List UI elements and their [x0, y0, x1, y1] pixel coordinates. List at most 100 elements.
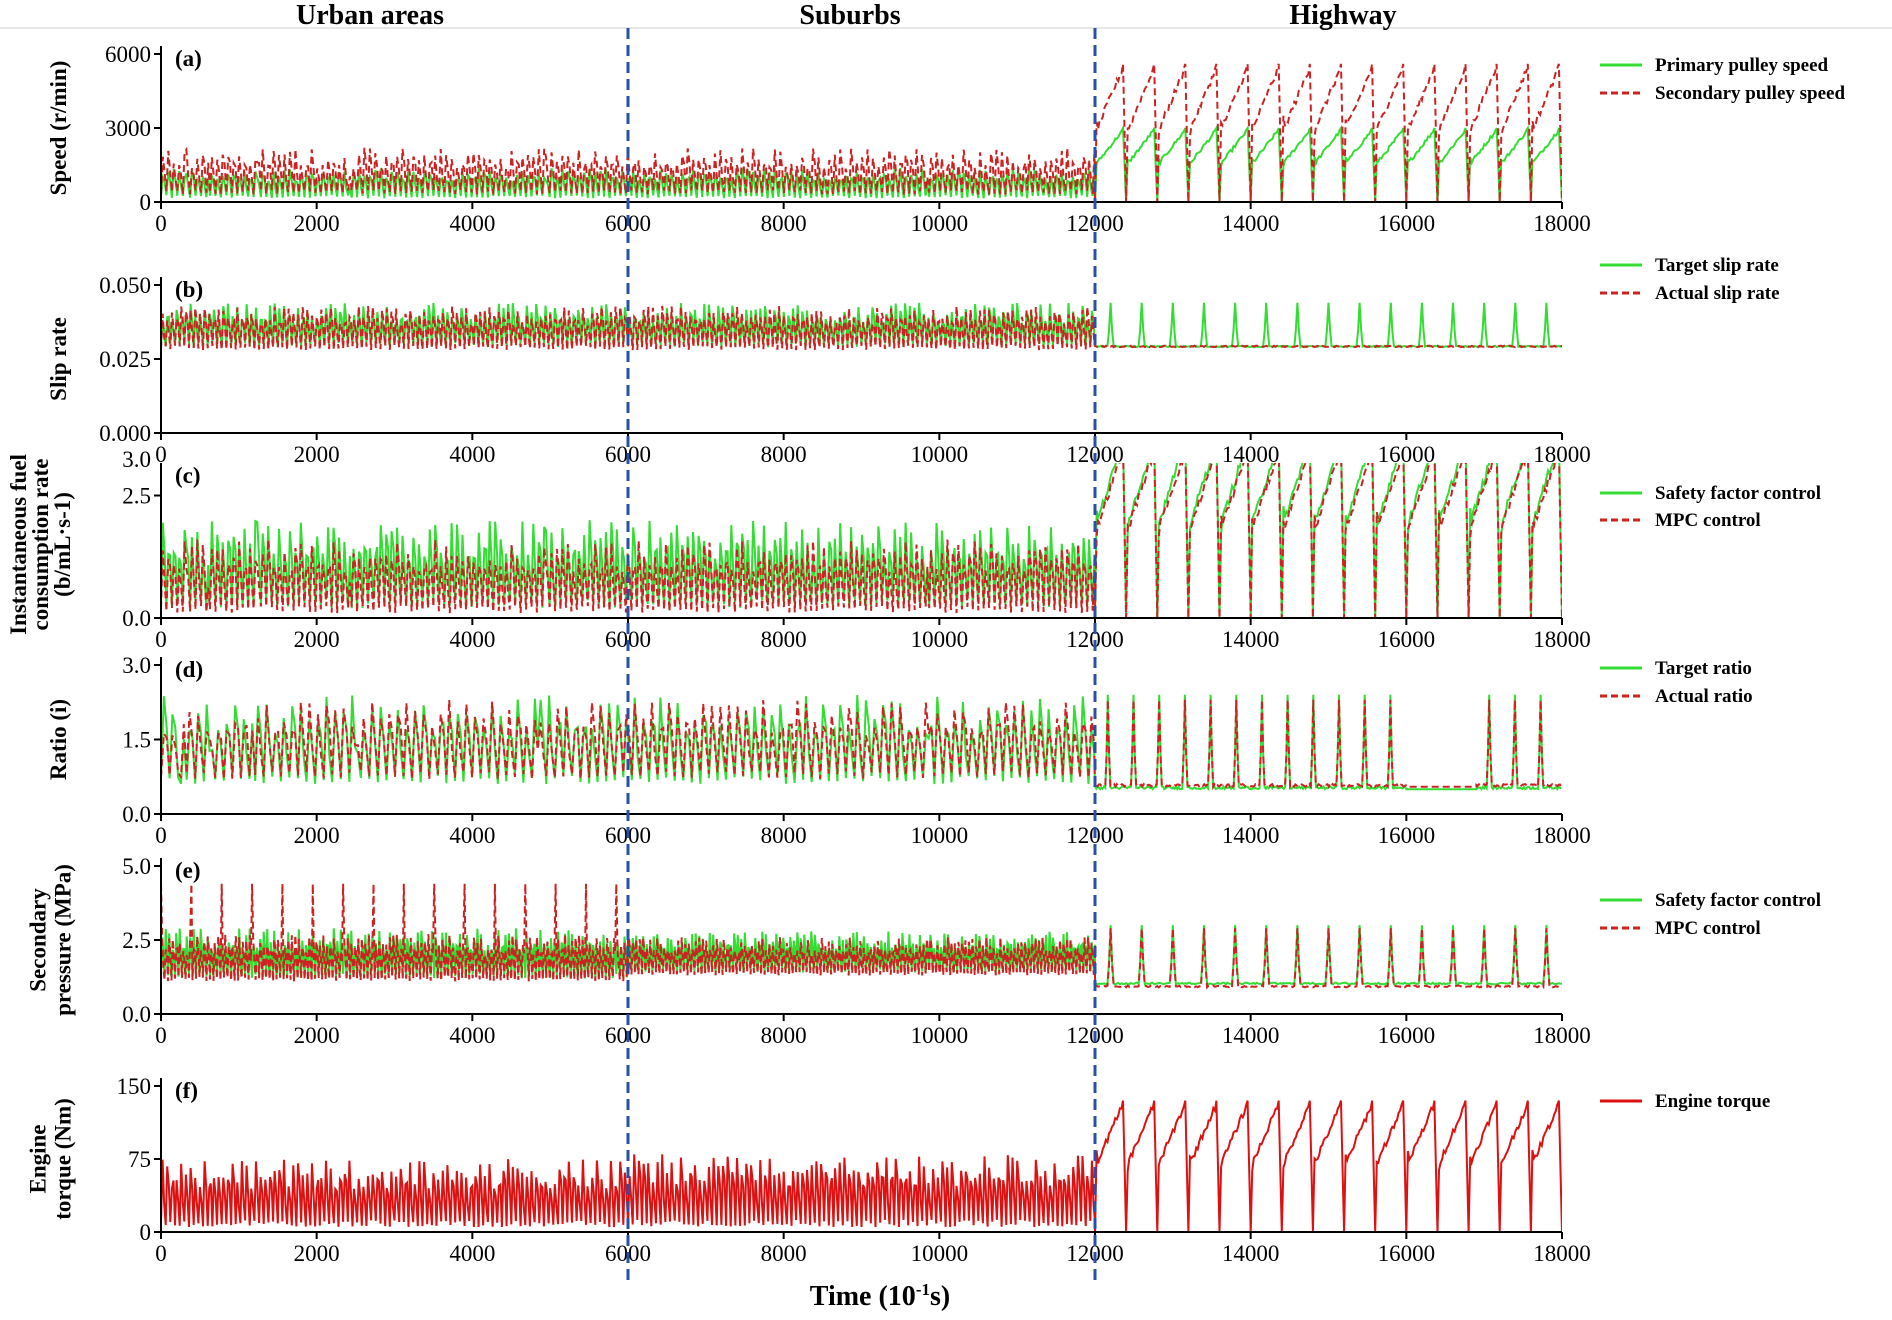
y-tick-label: 0.050 [99, 273, 151, 298]
series-line-actual-slip-rate [161, 305, 1562, 351]
region-label-suburbs: Suburbs [799, 0, 900, 31]
panel-d-ratio: 0.01.53.00 2000 4000 6000 8000 10000 12000 1400… [46, 653, 1753, 848]
x-tick-label: 4000 [449, 442, 495, 467]
y-axis-label: Engine [25, 1124, 50, 1193]
x-tick-label: 14000 [1222, 1241, 1280, 1266]
y-axis-label: pressure (MPa) [51, 864, 76, 1016]
x-tick-label: 8000 [761, 442, 807, 467]
x-tick-label: 14000 [1222, 211, 1280, 236]
x-tick-label: 14000 [1222, 1023, 1280, 1048]
panel-tag: (b) [175, 277, 203, 302]
y-axis-label: Ratio (i) [46, 699, 71, 780]
y-axis-label: (b/mL·s-1) [50, 492, 75, 597]
legend-label: Safety factor control [1655, 890, 1821, 911]
y-tick-label: 3.0 [122, 653, 151, 678]
y-axis-label: consumption rate [28, 459, 53, 631]
x-tick-label: 18000 [1533, 442, 1591, 467]
x-tick-label: 4000 [449, 1241, 495, 1266]
panel-tag: (e) [175, 858, 201, 883]
y-tick-label: 1.5 [122, 728, 151, 753]
x-axis-title-sup: -1 [916, 1280, 930, 1299]
x-tick-label: 4000 [449, 823, 495, 848]
series-line-safety-factor-control [161, 925, 1562, 987]
x-axis-title-main: Time (10 [810, 1281, 916, 1312]
y-axis-label: torque (Nm) [51, 1098, 76, 1220]
y-axis-label: Secondary [25, 888, 50, 992]
x-tick-label: 4000 [449, 211, 495, 236]
x-tick-label: 10000 [911, 1023, 969, 1048]
x-tick-label: 16000 [1378, 1023, 1436, 1048]
region-dividers [626, 28, 1097, 1280]
x-tick-label: 18000 [1533, 823, 1591, 848]
x-axis-title-tail: s) [930, 1281, 950, 1312]
x-tick-label: 10000 [911, 627, 969, 652]
x-tick-label: 0 [155, 627, 167, 652]
x-tick-label: 2000 [294, 1241, 340, 1266]
legend-label: MPC control [1655, 510, 1761, 531]
y-tick-label: 0.025 [99, 347, 151, 372]
panel-tag: (f) [175, 1078, 198, 1103]
y-tick-label: 0 [140, 1220, 152, 1245]
series-line-actual-ratio [161, 699, 1562, 791]
x-tick-label: 16000 [1378, 1241, 1436, 1266]
x-tick-label: 18000 [1533, 1023, 1591, 1048]
x-tick-label: 4000 [449, 1023, 495, 1048]
x-tick-label: 8000 [761, 1023, 807, 1048]
y-axis-label: Slip rate [46, 317, 71, 401]
y-tick-label: 6000 [105, 42, 151, 67]
x-tick-label: 8000 [761, 211, 807, 236]
x-tick-label: 2000 [294, 442, 340, 467]
x-tick-label: 0 [155, 442, 167, 467]
x-tick-label: 18000 [1533, 211, 1591, 236]
y-tick-label: 0 [140, 190, 152, 215]
x-tick-label: 14000 [1222, 823, 1280, 848]
legend-label: Primary pulley speed [1655, 55, 1829, 76]
x-tick-label: 14000 [1222, 627, 1280, 652]
panel-e-secondary-pressure: 0.02.55.00 2000 4000 6000 8000 10000 12000 1400… [25, 854, 1821, 1048]
x-tick-label: 0 [155, 1241, 167, 1266]
series-line-mpc-control [161, 883, 1562, 990]
y-tick-label: 5.0 [122, 854, 151, 879]
x-tick-label: 4000 [449, 627, 495, 652]
series-line-mpc-control [161, 463, 1562, 618]
y-tick-label: 0.0 [122, 802, 151, 827]
y-tick-label: 150 [117, 1074, 152, 1099]
legend-label: Safety factor control [1655, 483, 1821, 504]
x-tick-label: 10000 [911, 1241, 969, 1266]
legend-label: Actual ratio [1655, 686, 1753, 707]
x-tick-label: 0 [155, 211, 167, 236]
panel-tag: (a) [175, 46, 202, 71]
x-tick-label: 18000 [1533, 1241, 1591, 1266]
y-tick-label-top: 3.0 [122, 447, 151, 472]
x-axis-title: Time (10-1s) [810, 1280, 950, 1312]
y-tick-label: 3000 [105, 116, 151, 141]
y-tick-label: 0.0 [122, 606, 151, 631]
y-axis-label: Speed (r/min) [46, 61, 71, 196]
panel-tag: (c) [175, 463, 201, 488]
panel-c-fuel-consumption: 0.02.53.00 2000 4000 6000 8000 10000 12000 1400… [6, 447, 1821, 652]
y-tick-label: 0.000 [99, 421, 151, 446]
y-tick-label: 2.5 [122, 928, 151, 953]
region-label-highway: Highway [1289, 0, 1396, 31]
series-line-engine-torque [161, 1100, 1562, 1232]
legend-label: Secondary pulley speed [1655, 83, 1845, 104]
legend-label: MPC control [1655, 918, 1761, 939]
x-tick-label: 16000 [1378, 627, 1436, 652]
y-tick-label: 75 [128, 1147, 151, 1172]
x-tick-label: 2000 [294, 823, 340, 848]
x-tick-label: 2000 [294, 627, 340, 652]
y-tick-label: 2.5 [122, 484, 151, 509]
x-tick-label: 10000 [911, 211, 969, 236]
region-label-urban: Urban areas [296, 0, 444, 31]
x-tick-label: 10000 [911, 823, 969, 848]
y-tick-label: 0.0 [122, 1002, 151, 1027]
x-tick-label: 2000 [294, 211, 340, 236]
x-tick-label: 16000 [1378, 442, 1436, 467]
x-tick-label: 8000 [761, 823, 807, 848]
x-tick-label: 18000 [1533, 627, 1591, 652]
legend-label: Engine torque [1655, 1091, 1770, 1112]
